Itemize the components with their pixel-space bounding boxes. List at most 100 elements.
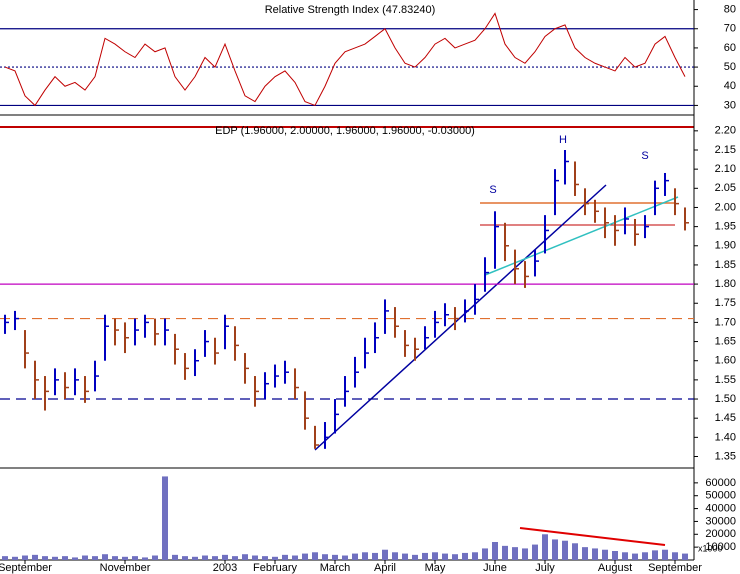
volume-bar	[32, 554, 38, 560]
y-tick-label: 1.50	[715, 393, 736, 405]
volume-bar	[432, 552, 438, 560]
x-tick-label: April	[374, 562, 396, 574]
volume-bar	[82, 555, 88, 560]
volume-bar	[402, 553, 408, 560]
volume-bar	[292, 555, 298, 560]
volume-bar	[412, 554, 418, 560]
volume-bar	[332, 554, 338, 560]
volume-bar	[342, 555, 348, 560]
volume-bar	[152, 555, 158, 560]
y-tick-label: 1.75	[715, 297, 736, 309]
volume-bar	[472, 552, 478, 560]
volume-bar	[142, 557, 148, 560]
x-tick-label: July	[535, 562, 555, 574]
y-tick-label: 30	[724, 99, 736, 111]
volume-bar	[272, 556, 278, 560]
x-tick-label: March	[320, 562, 351, 574]
y-tick-label: 1.80	[715, 278, 736, 290]
volume-bar	[532, 544, 538, 560]
y-tick-label: 30000	[705, 515, 736, 527]
y-tick-label: 1.65	[715, 335, 736, 347]
volume-bar	[62, 556, 68, 560]
volume-bar	[72, 557, 78, 560]
volume-bar	[642, 552, 648, 560]
volume-bar	[592, 548, 598, 560]
y-tick-label: 2.10	[715, 163, 736, 175]
pattern-label: S	[641, 150, 648, 162]
volume-bar	[42, 556, 48, 560]
y-tick-label: 60	[724, 42, 736, 54]
volume-bar	[22, 555, 28, 560]
y-tick-label: 1.70	[715, 316, 736, 328]
volume-bar	[582, 547, 588, 560]
y-tick-label: 60000	[705, 477, 736, 489]
volume-bar	[652, 550, 658, 560]
volume-bar	[252, 555, 258, 560]
volume-bar	[672, 552, 678, 560]
volume-bar	[512, 547, 518, 560]
volume-bar	[362, 552, 368, 560]
trend-line	[314, 184, 607, 451]
y-tick-label: 2.15	[715, 144, 736, 156]
volume-bar	[92, 556, 98, 560]
volume-bar	[302, 553, 308, 560]
volume-bar	[682, 553, 688, 560]
y-tick-label: 2.20	[715, 125, 736, 137]
y-tick-label: 1.55	[715, 374, 736, 386]
y-tick-label: 1.95	[715, 221, 736, 233]
volume-bar	[492, 542, 498, 560]
y-tick-label: 1.45	[715, 412, 736, 424]
trend-line	[519, 527, 666, 546]
y-tick-label: 10000	[705, 541, 736, 553]
pattern-label: S	[489, 184, 496, 196]
volume-bar	[522, 548, 528, 560]
volume-bar	[322, 554, 328, 560]
y-tick-label: 2.00	[715, 201, 736, 213]
volume-bar	[232, 556, 238, 560]
rsi-line	[4, 12, 686, 107]
pattern-label: H	[559, 134, 567, 146]
panel-title: EDP (1.96000, 2.00000, 1.96000, 1.96000,…	[215, 125, 475, 137]
y-tick-label: 1.35	[715, 450, 736, 462]
volume-bar	[462, 552, 468, 560]
volume-bar	[132, 556, 138, 560]
x-tick-label: May	[425, 562, 446, 574]
y-tick-label: 80	[724, 3, 736, 15]
volume-bar	[372, 552, 378, 560]
volume-bar	[12, 556, 18, 560]
volume-bar	[112, 556, 118, 560]
volume-bar	[382, 549, 388, 560]
y-tick-label: 1.60	[715, 355, 736, 367]
y-tick-label: 20000	[705, 528, 736, 540]
volume-bar	[572, 543, 578, 560]
volume-bar	[282, 554, 288, 560]
volume-bar	[192, 556, 198, 560]
unit-label: x1000	[698, 543, 723, 553]
y-tick-label: 1.85	[715, 259, 736, 271]
volume-bar	[222, 554, 228, 560]
volume-bar	[552, 539, 558, 560]
volume-bar	[622, 552, 628, 560]
volume-bar	[662, 549, 668, 560]
volume-bar	[482, 548, 488, 560]
x-tick-label: August	[598, 562, 632, 574]
y-tick-label: 40	[724, 80, 736, 92]
volume-bar	[2, 556, 8, 560]
trend-line	[484, 196, 679, 276]
x-tick-label: 2003	[213, 562, 237, 574]
y-tick-label: 50000	[705, 490, 736, 502]
x-tick-label: February	[253, 562, 298, 574]
y-tick-label: 2.05	[715, 182, 736, 194]
volume-bar	[392, 552, 398, 560]
volume-bar	[102, 554, 108, 560]
volume-bar	[632, 553, 638, 560]
x-tick-label: September	[648, 562, 702, 574]
volume-bar	[452, 554, 458, 560]
volume-bar	[122, 556, 128, 560]
volume-bar	[602, 549, 608, 560]
volume-bar	[352, 553, 358, 560]
volume-bar	[562, 540, 568, 560]
volume-bar	[422, 552, 428, 560]
y-tick-label: 70	[724, 23, 736, 35]
